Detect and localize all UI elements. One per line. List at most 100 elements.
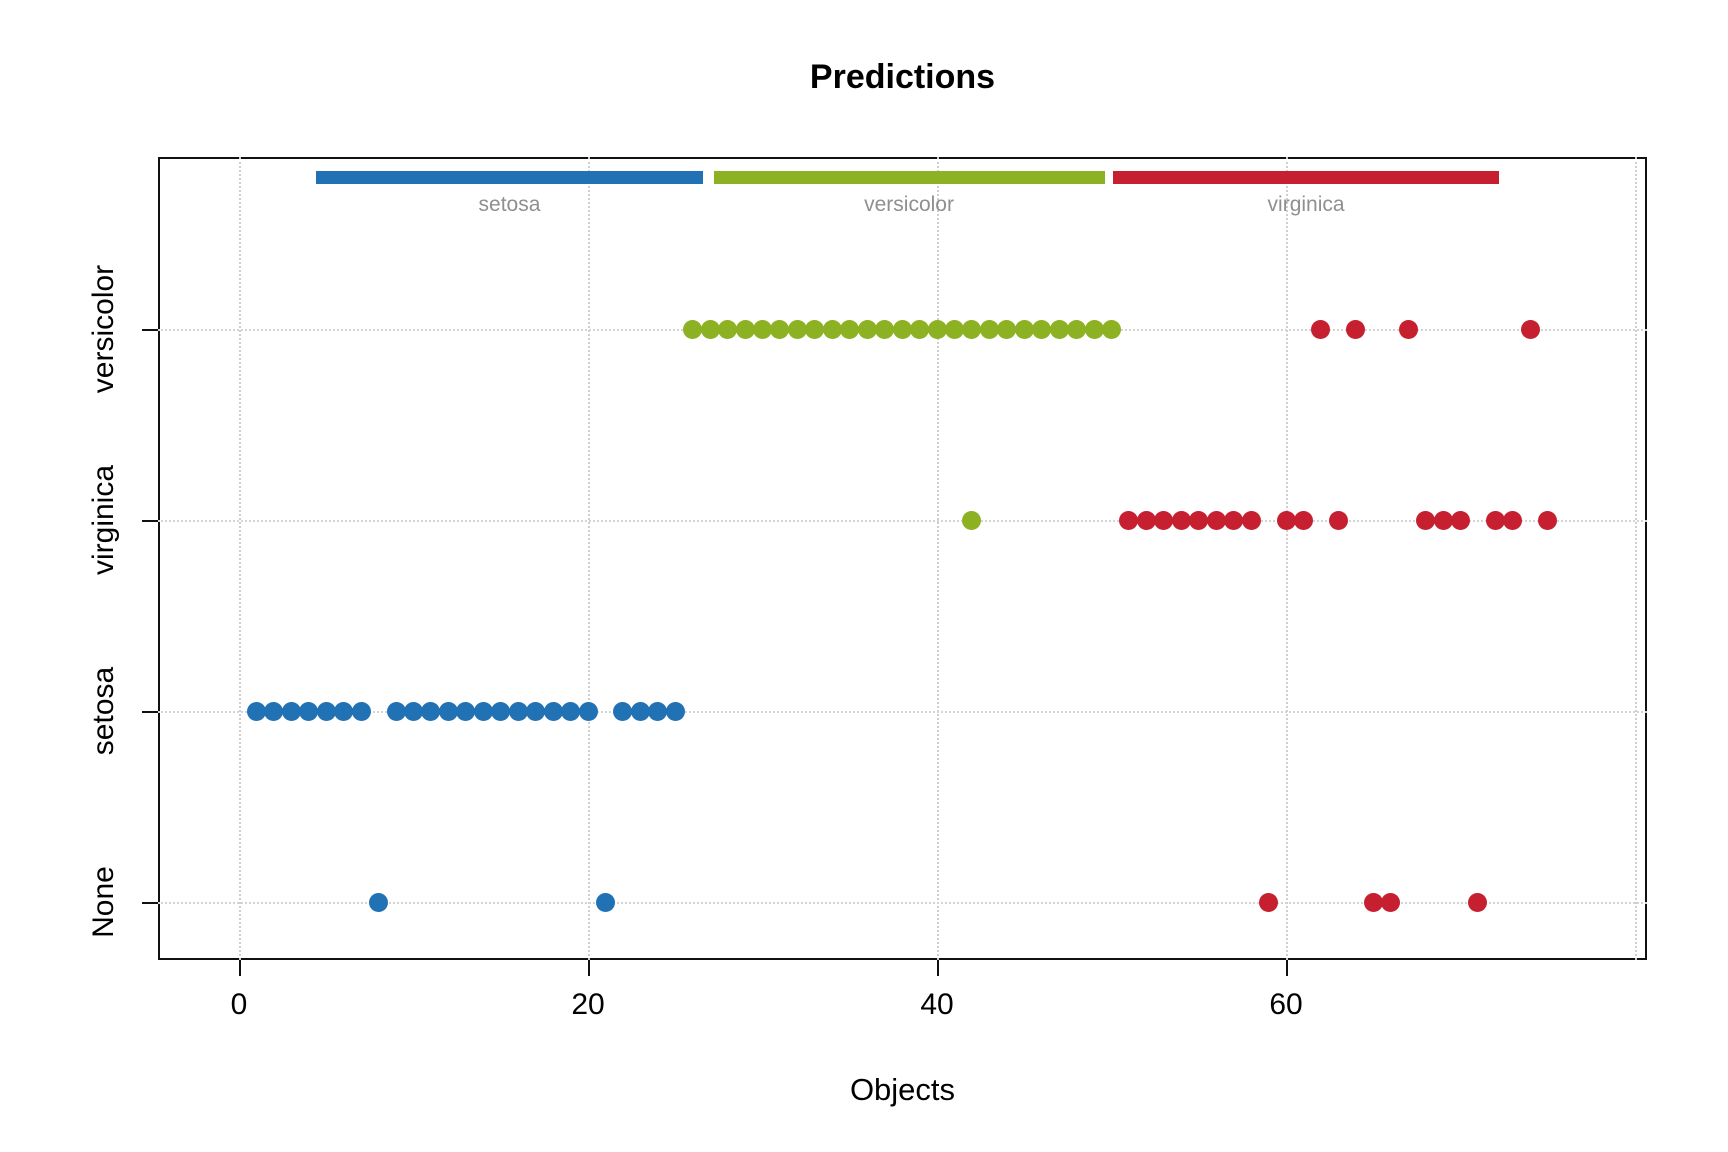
data-point <box>316 701 336 721</box>
y-axis-category-text: versicolor <box>87 264 120 394</box>
data-point <box>1328 510 1348 530</box>
data-point <box>822 319 842 339</box>
data-point <box>1451 510 1470 530</box>
data-point <box>683 319 703 339</box>
x-tick <box>588 960 590 976</box>
data-point <box>404 701 423 721</box>
data-point <box>1346 319 1366 339</box>
data-point <box>875 319 895 339</box>
data-point <box>648 701 668 721</box>
data-point <box>438 701 458 721</box>
data-point <box>526 701 546 721</box>
data-point <box>892 319 912 339</box>
y-axis-category-text: virginica <box>87 464 120 576</box>
data-point <box>351 701 371 721</box>
data-point <box>857 319 877 339</box>
y-tick <box>142 329 158 331</box>
chart-title: Predictions <box>809 58 996 96</box>
data-point <box>1468 892 1488 912</box>
data-point <box>1067 319 1087 339</box>
x-tick-label: 60 <box>1269 988 1303 1021</box>
data-point <box>1171 510 1191 530</box>
data-point <box>386 701 406 721</box>
data-point <box>910 319 930 339</box>
x-tick-label: 40 <box>920 988 954 1021</box>
data-point <box>1206 510 1226 530</box>
data-point <box>421 701 441 721</box>
data-point <box>1189 510 1209 530</box>
grid-vline <box>1286 157 1288 960</box>
data-point <box>369 892 389 912</box>
plot-area <box>158 157 1647 960</box>
data-point <box>1136 510 1156 530</box>
data-point <box>299 701 319 721</box>
data-point <box>1084 319 1104 339</box>
data-point <box>334 701 354 721</box>
grid-vline <box>588 157 590 960</box>
data-point <box>1014 319 1034 339</box>
x-tick <box>1286 960 1288 976</box>
data-point <box>962 510 982 530</box>
grid-vline <box>937 157 939 960</box>
data-point <box>805 319 825 339</box>
data-point <box>665 701 685 721</box>
data-point <box>630 701 650 721</box>
grid-hline <box>158 902 1647 904</box>
data-point <box>1311 319 1331 339</box>
y-tick <box>142 902 158 904</box>
data-point <box>770 319 790 339</box>
data-point <box>456 701 476 721</box>
data-point <box>1293 510 1313 530</box>
band-label: versicolor <box>864 193 954 216</box>
class-band <box>315 171 704 184</box>
data-point <box>246 701 266 721</box>
data-point <box>578 701 598 721</box>
data-point <box>1485 510 1505 530</box>
data-point <box>491 701 511 721</box>
data-point <box>1102 319 1121 339</box>
data-point <box>543 701 563 721</box>
data-point <box>700 319 720 339</box>
data-point <box>962 319 982 339</box>
data-point <box>1032 319 1052 339</box>
x-tick <box>937 960 939 976</box>
y-tick <box>142 520 158 522</box>
data-point <box>1398 319 1418 339</box>
data-point <box>997 319 1017 339</box>
x-axis-label: Objects <box>849 1072 956 1107</box>
data-point <box>508 701 528 721</box>
y-axis-category-text: None <box>87 866 120 938</box>
class-band <box>1113 171 1499 184</box>
data-point <box>944 319 964 339</box>
data-point <box>1276 510 1296 530</box>
data-point <box>1241 510 1261 530</box>
data-point <box>1416 510 1436 530</box>
data-point <box>473 701 493 721</box>
band-label: virginica <box>1267 193 1345 216</box>
grid-hline <box>158 520 1647 522</box>
y-axis-category-text: setosa <box>87 666 120 756</box>
x-tick <box>239 960 241 976</box>
data-point <box>787 319 807 339</box>
data-point <box>1224 510 1244 530</box>
data-point <box>1433 510 1453 530</box>
data-point <box>613 701 633 721</box>
data-point <box>1520 319 1540 339</box>
data-point <box>718 319 738 339</box>
grid-vline <box>239 157 241 960</box>
data-point <box>840 319 860 339</box>
data-point <box>595 892 615 912</box>
data-point <box>1154 510 1174 530</box>
y-tick <box>142 711 158 713</box>
data-point <box>1381 892 1401 912</box>
data-point <box>735 319 755 339</box>
data-point <box>927 319 947 339</box>
data-point <box>979 319 999 339</box>
band-label: setosa <box>478 193 541 216</box>
data-point <box>264 701 284 721</box>
x-tick-label: 20 <box>571 988 605 1021</box>
grid-vline <box>1635 157 1637 960</box>
data-point <box>1538 510 1558 530</box>
class-band <box>713 171 1105 184</box>
